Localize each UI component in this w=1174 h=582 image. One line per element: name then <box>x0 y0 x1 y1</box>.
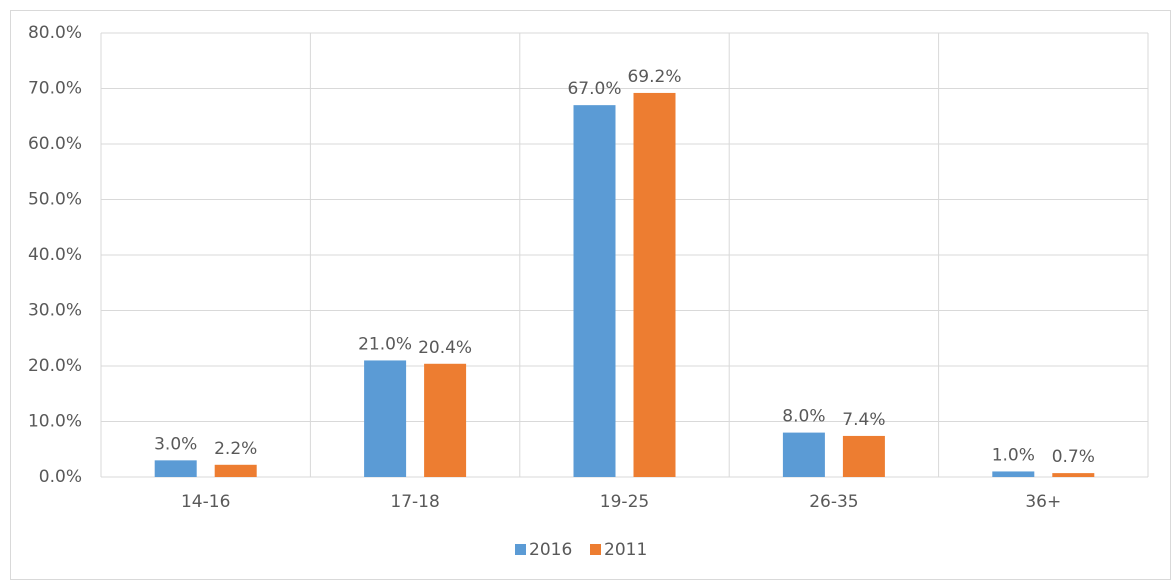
data-label: 67.0% <box>567 79 621 99</box>
bar <box>782 432 825 477</box>
bar <box>424 363 467 477</box>
x-tick-label: 26-35 <box>809 492 858 512</box>
legend-label: 2016 <box>529 540 572 560</box>
bar <box>154 460 197 477</box>
y-tick-label: 80.0% <box>28 23 82 43</box>
bar <box>1052 473 1095 477</box>
y-tick-label: 50.0% <box>28 190 82 210</box>
y-tick-label: 70.0% <box>28 79 82 99</box>
bar <box>633 92 676 477</box>
y-tick-label: 0.0% <box>39 467 82 487</box>
bar <box>364 360 407 477</box>
data-label: 0.7% <box>1052 447 1095 467</box>
legend-label: 2011 <box>604 540 647 560</box>
data-label: 2.2% <box>214 439 257 459</box>
legend-swatch <box>590 544 601 555</box>
x-tick-label: 14-16 <box>181 492 230 512</box>
bar <box>992 471 1035 477</box>
bar <box>842 435 885 477</box>
x-tick-label: 17-18 <box>390 492 439 512</box>
data-label: 3.0% <box>154 434 197 454</box>
y-tick-label: 30.0% <box>28 301 82 321</box>
x-tick-label: 36+ <box>1025 492 1061 512</box>
data-label: 7.4% <box>842 410 885 430</box>
bar <box>214 464 257 477</box>
y-tick-label: 10.0% <box>28 412 82 432</box>
data-label: 69.2% <box>627 67 681 87</box>
y-tick-label: 60.0% <box>28 134 82 154</box>
data-label: 20.4% <box>418 338 472 358</box>
data-label: 1.0% <box>992 445 1035 465</box>
y-tick-label: 40.0% <box>28 245 82 265</box>
data-label: 21.0% <box>358 334 412 354</box>
y-tick-label: 20.0% <box>28 356 82 376</box>
legend-swatch <box>515 544 526 555</box>
bar <box>573 105 616 478</box>
data-label: 8.0% <box>782 407 825 427</box>
x-tick-label: 19-25 <box>600 492 649 512</box>
